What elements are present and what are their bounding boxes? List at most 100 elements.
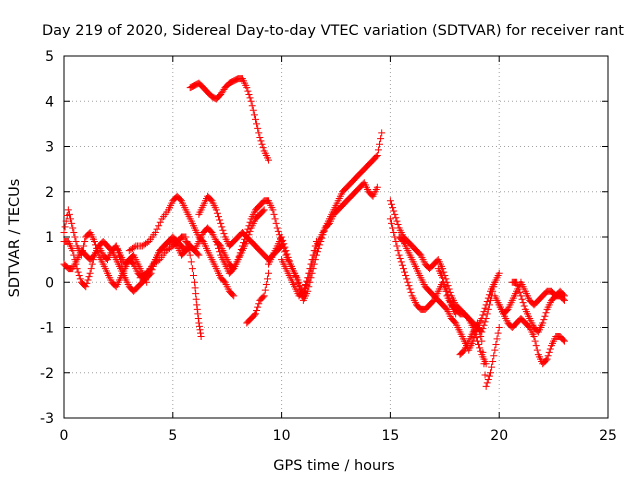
data-point <box>518 295 526 303</box>
data-point <box>304 274 312 282</box>
data-point <box>376 140 384 148</box>
data-point <box>212 206 220 214</box>
data-point <box>249 106 257 114</box>
data-point <box>539 319 547 327</box>
x-axis-label: GPS time / hours <box>273 458 394 474</box>
data-point <box>492 340 500 348</box>
data-point <box>405 282 413 290</box>
data-point <box>533 346 541 354</box>
data-point <box>74 268 82 276</box>
series-arc-11 <box>186 75 273 164</box>
data-point <box>119 265 127 273</box>
data-point <box>441 283 449 291</box>
data-point <box>195 322 203 330</box>
data-point <box>90 238 98 246</box>
data-point <box>65 210 73 218</box>
data-point <box>396 254 404 262</box>
axis-ticks: 0 5 10 15 20 25 -3 -2 -1 0 1 2 3 4 5 <box>40 49 617 444</box>
data-point <box>251 310 259 318</box>
data-point <box>143 239 151 247</box>
series-arc-12 <box>265 129 386 304</box>
data-point <box>386 197 394 205</box>
data-point <box>256 133 264 141</box>
data-point <box>442 287 450 295</box>
data-point <box>485 291 493 299</box>
data-point <box>387 219 395 227</box>
data-point <box>517 292 525 300</box>
data-point <box>482 301 490 309</box>
series-arc-5 <box>125 192 238 300</box>
data-point <box>246 218 254 226</box>
data-point <box>476 344 484 352</box>
data-point <box>255 300 263 308</box>
data-point <box>265 269 273 277</box>
data-point <box>271 215 279 223</box>
data-point <box>279 236 287 244</box>
data-point <box>248 102 256 110</box>
data-point <box>151 228 159 236</box>
data-point <box>278 233 286 241</box>
data-point <box>213 209 221 217</box>
data-point <box>483 379 491 387</box>
data-point <box>294 279 302 287</box>
data-point <box>489 357 497 365</box>
chart-title: Day 219 of 2020, Sidereal Day-to-day VTE… <box>42 23 624 39</box>
data-point <box>70 228 78 236</box>
data-point <box>112 242 120 250</box>
data-point <box>543 355 551 363</box>
data-point <box>302 281 310 289</box>
data-point <box>216 216 224 224</box>
y-tick-label: 4 <box>45 94 54 110</box>
data-point <box>393 217 401 225</box>
y-tick-label: 0 <box>45 275 54 291</box>
data-point <box>545 348 553 356</box>
data-point <box>83 279 91 287</box>
x-tick-label: 15 <box>381 428 399 444</box>
data-point <box>398 261 406 269</box>
y-tick-label: -2 <box>40 366 54 382</box>
data-point <box>393 242 401 250</box>
data-point <box>229 291 237 299</box>
data-point <box>217 219 225 227</box>
x-tick-label: 20 <box>490 428 508 444</box>
data-point <box>194 250 202 258</box>
data-point <box>478 314 486 322</box>
data-point <box>281 243 289 251</box>
data-point <box>154 257 162 265</box>
data-point <box>481 371 489 379</box>
data-point <box>130 243 138 251</box>
data-points <box>60 75 568 390</box>
data-point <box>373 152 381 160</box>
data-point <box>254 124 262 132</box>
data-point <box>218 223 226 231</box>
data-point <box>244 87 252 95</box>
data-point <box>395 251 403 259</box>
data-point <box>394 247 402 255</box>
data-point <box>191 284 199 292</box>
data-point <box>291 269 299 277</box>
data-point <box>397 258 405 266</box>
data-point <box>389 204 397 212</box>
data-point <box>114 249 122 257</box>
data-point <box>250 111 258 119</box>
data-point <box>484 294 492 302</box>
series-arc-10 <box>243 269 273 327</box>
data-point <box>187 258 195 266</box>
data-point <box>531 337 539 345</box>
data-point <box>117 256 125 264</box>
data-point <box>407 288 415 296</box>
data-point <box>76 275 84 283</box>
data-point <box>391 210 399 218</box>
data-point <box>515 285 523 293</box>
data-point <box>197 329 205 337</box>
data-point <box>238 242 246 250</box>
data-point <box>439 274 447 282</box>
data-point <box>254 303 262 311</box>
data-point <box>283 250 291 258</box>
data-point <box>61 223 69 231</box>
data-point <box>477 333 485 341</box>
data-point <box>532 342 540 350</box>
data-point <box>519 299 527 307</box>
data-point <box>195 319 203 327</box>
